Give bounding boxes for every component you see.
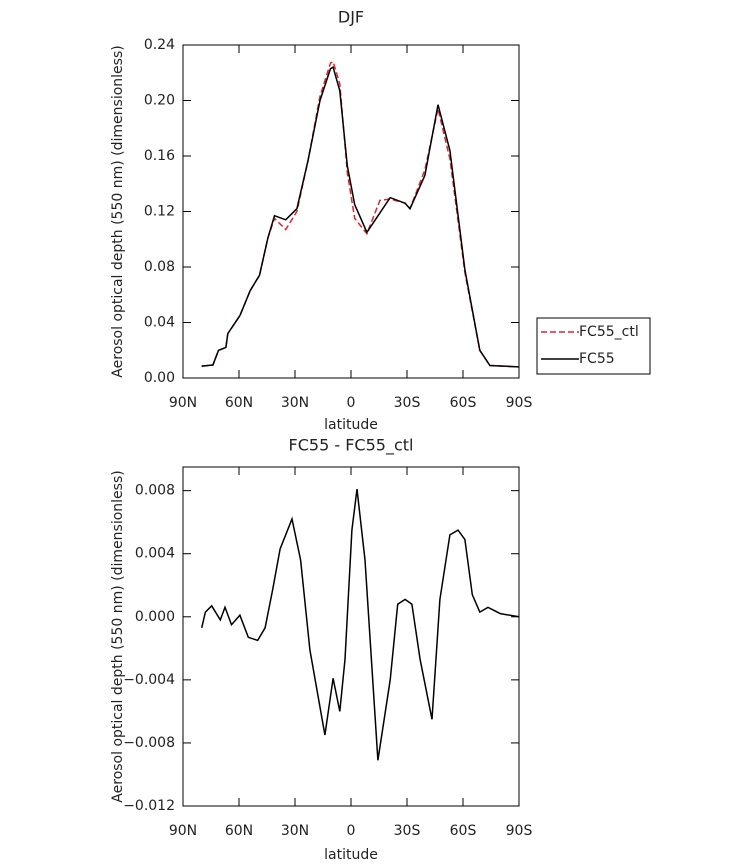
y-tick-label: 0.12 [144, 204, 175, 220]
y-tick-label: −0.008 [123, 735, 175, 751]
x-axis-label: latitude [324, 847, 378, 863]
y-axis-label: Aerosol optical depth (550 nm) (dimensio… [110, 45, 126, 377]
legend-label: FC55_ctl [579, 324, 639, 340]
chart-title: FC55 - FC55_ctl [289, 436, 414, 456]
x-tick-label: 0 [347, 395, 356, 411]
y-tick-label: 0.008 [135, 483, 175, 499]
x-tick-label: 60N [225, 823, 253, 839]
y-tick-label: 0.20 [144, 93, 175, 109]
chart-title: DJF [338, 8, 364, 27]
x-tick-label: 60S [450, 395, 477, 411]
x-tick-label: 0 [347, 823, 356, 839]
x-tick-label: 30S [394, 395, 421, 411]
y-tick-label: 0.004 [135, 546, 175, 562]
legend-box [536, 317, 651, 375]
x-axis-label: latitude [324, 417, 378, 433]
plot-frame [182, 466, 520, 807]
x-tick-label: 90S [506, 395, 533, 411]
plot-frame [182, 44, 520, 379]
y-tick-label: 0.16 [144, 148, 175, 164]
y-tick-label: 0.000 [135, 609, 175, 625]
legend-label: FC55 [579, 351, 615, 367]
data-line [201, 60, 520, 368]
x-tick-label: 90S [506, 823, 533, 839]
x-tick-label: 30N [281, 823, 309, 839]
y-tick-label: 0.00 [144, 370, 175, 386]
y-tick-label: 0.08 [144, 259, 175, 275]
y-axis-label: Aerosol optical depth (550 nm) (dimensio… [110, 470, 126, 802]
y-tick-label: 0.04 [144, 315, 175, 331]
x-tick-label: 90N [169, 823, 197, 839]
x-tick-label: 60N [225, 395, 253, 411]
x-tick-label: 90N [169, 395, 197, 411]
data-line [200, 489, 520, 761]
y-tick-label: 0.24 [144, 37, 175, 53]
data-line [201, 66, 520, 368]
y-tick-label: −0.004 [123, 672, 175, 688]
x-tick-label: 60S [450, 823, 477, 839]
y-tick-label: −0.012 [123, 798, 175, 814]
x-tick-label: 30S [394, 823, 421, 839]
x-tick-label: 30N [281, 395, 309, 411]
